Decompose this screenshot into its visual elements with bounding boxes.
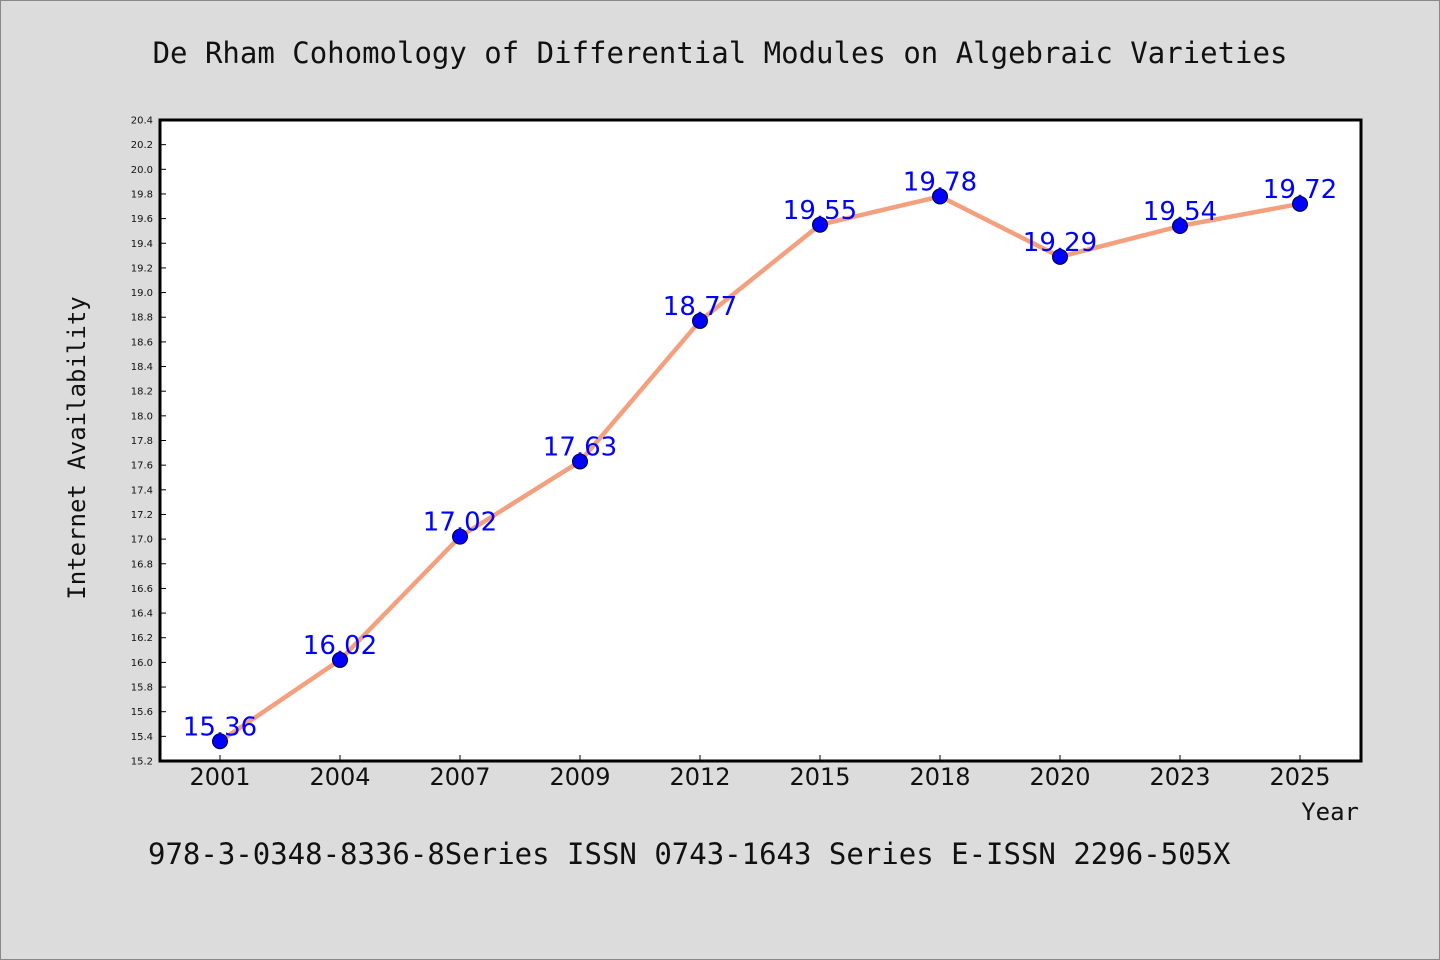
data-label: 18.77 [663,292,737,322]
y-tick-label: 20.2 [131,140,153,151]
y-tick-label: 15.2 [131,757,153,768]
y-tick-label: 18.0 [131,411,153,422]
y-tick-label: 20.4 [131,116,153,127]
x-tick-label: 2004 [309,763,370,791]
y-tick-label: 17.8 [131,436,153,447]
y-axis: 15.2 15.4 15.6 15.8 16.0 16.2 16.4 16.6 16.8 17.0… [131,116,166,768]
y-tick-label: 15.4 [131,732,153,743]
data-point [1052,248,1068,265]
x-axis: 2001 2004 2007 2009 2012 2015 2018 2020 2023 2025 [189,755,1331,791]
y-tick-label: 16.8 [131,559,153,570]
data-point [692,312,708,329]
data-point [572,453,588,470]
y-tick-label: 15.6 [131,707,153,718]
y-tick-label: 18.6 [131,337,153,348]
y-tick-label: 17.0 [131,535,153,546]
data-point [212,733,228,750]
y-tick-label: 17.4 [131,485,153,496]
data-point [1172,218,1188,235]
data-point [812,216,828,233]
data-label: 19.29 [1023,228,1097,258]
footer-isbn-text: 978-3-0348-8336-8Series ISSN 0743-1643 S… [148,837,1231,871]
y-tick-label: 19.0 [131,288,153,299]
data-label: 19.54 [1143,197,1217,227]
data-label: 17.63 [543,432,617,462]
x-tick-label: 2025 [1269,763,1330,791]
data-label: 19.78 [903,167,977,197]
data-point [1292,195,1308,212]
y-tick-label: 16.6 [131,584,153,595]
y-tick-label: 16.4 [131,609,153,620]
y-tick-label: 15.8 [131,683,153,694]
y-tick-label: 19.2 [131,263,153,274]
chart-title: De Rham Cohomology of Differential Modul… [153,36,1288,70]
x-tick-label: 2012 [669,763,730,791]
data-point [932,188,948,205]
data-label: 19.55 [783,196,857,226]
data-point [452,528,468,545]
x-tick-label: 2023 [1149,763,1210,791]
y-tick-label: 18.2 [131,387,153,398]
y-tick-label: 20.0 [131,165,153,176]
y-tick-label: 19.4 [131,239,153,250]
y-tick-label: 18.4 [131,362,153,373]
x-axis-label: Year [1301,798,1359,826]
series-markers [212,188,1308,750]
y-tick-label: 17.6 [131,461,153,472]
x-tick-label: 2007 [429,763,490,791]
y-tick-label: 16.0 [131,658,153,669]
data-label: 15.36 [183,712,257,742]
data-label: 16.02 [303,631,377,661]
y-tick-label: 19.6 [131,214,153,225]
y-axis-label: Internet Availability [63,296,91,599]
plot-area [160,120,1361,761]
y-tick-label: 17.2 [131,510,153,521]
data-labels: 15.36 16.02 17.02 17.63 18.77 19.55 19.78 19.29… [183,167,1337,742]
data-label: 17.02 [423,508,497,538]
y-tick-label: 19.8 [131,189,153,200]
x-tick-label: 2018 [909,763,970,791]
series-line [217,194,1303,744]
x-tick-label: 2001 [189,763,250,791]
x-tick-label: 2020 [1029,763,1090,791]
data-point [332,651,348,668]
y-tick-label: 18.8 [131,313,153,324]
x-tick-label: 2015 [789,763,850,791]
y-tick-label: 16.2 [131,633,153,644]
plot-frame [158,118,1363,763]
data-label: 19.72 [1263,175,1337,205]
x-tick-label: 2009 [549,763,610,791]
